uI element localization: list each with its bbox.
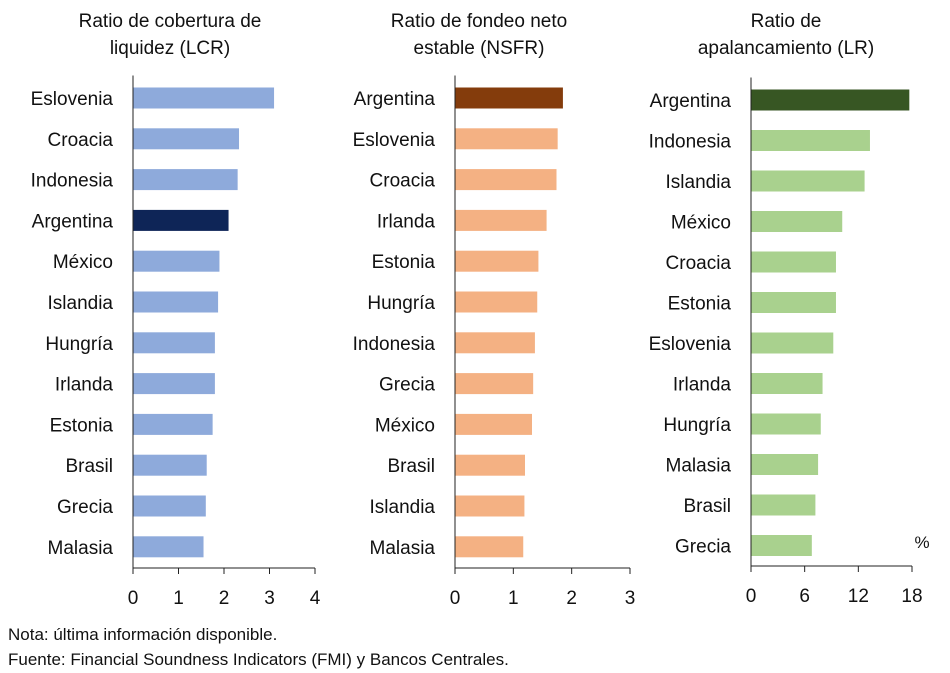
category-label: Hungría <box>367 293 435 314</box>
chart-title-line: apalancamiento (LR) <box>698 38 874 59</box>
category-label: Eslovenia <box>31 89 114 110</box>
footnotes: Nota: última información disponible. Fue… <box>8 622 509 672</box>
category-label: Irlanda <box>55 375 114 396</box>
bar-irlanda <box>751 373 823 394</box>
chart-title-line: Ratio de <box>751 11 822 32</box>
x-tick-label: 4 <box>310 588 321 609</box>
bar-malasia <box>455 536 524 558</box>
category-label: Irlanda <box>377 211 436 232</box>
category-label: Croacia <box>666 253 732 274</box>
source-text: Fuente: Financial Soundness Indicators (… <box>8 650 509 669</box>
bar-mexico <box>133 250 220 272</box>
category-label: Croacia <box>48 130 114 151</box>
category-label: Argentina <box>650 91 732 112</box>
category-label: Indonesia <box>649 132 732 153</box>
chart-title-line: estable (NSFR) <box>414 38 545 59</box>
category-label: México <box>375 415 435 436</box>
x-tick-label: 2 <box>566 588 577 609</box>
category-label: Estonia <box>50 415 114 436</box>
bar-islandia <box>751 170 865 192</box>
x-tick-label: 2 <box>219 588 230 609</box>
bar-islandia <box>455 495 525 517</box>
category-label: Hungría <box>45 334 113 355</box>
bar-croacia <box>455 169 557 191</box>
bar-eslovenia <box>751 332 834 354</box>
bar-hungria <box>751 413 821 435</box>
bar-eslovenia <box>133 87 275 109</box>
category-label: Irlanda <box>673 375 732 396</box>
category-label: Hungría <box>663 415 731 436</box>
category-label: Estonia <box>668 294 732 315</box>
bar-irlanda <box>133 373 215 395</box>
category-label: Brasil <box>387 456 435 477</box>
x-tick-label: 0 <box>746 586 757 607</box>
bar-croacia <box>133 128 240 150</box>
bar-malasia <box>751 454 819 475</box>
chart-title-line: Ratio de fondeo neto <box>391 11 567 32</box>
x-tick-label: 3 <box>264 588 275 609</box>
bar-islandia <box>133 291 219 313</box>
bar-argentina <box>455 87 563 109</box>
category-label: Eslovenia <box>649 334 732 355</box>
category-label: Grecia <box>379 375 435 396</box>
category-label: Brasil <box>683 496 731 517</box>
unit-label: % <box>914 533 929 552</box>
x-tick-label: 1 <box>173 588 184 609</box>
bar-grecia <box>133 495 206 517</box>
category-label: Argentina <box>354 89 436 110</box>
bar-eslovenia <box>455 128 558 150</box>
bar-hungria <box>133 332 215 354</box>
bar-malasia <box>133 536 204 558</box>
category-label: Indonesia <box>31 171 114 192</box>
bar-grecia <box>455 373 534 395</box>
category-label: Malasia <box>370 538 436 559</box>
chart-title-line: liquidez (LCR) <box>110 38 230 59</box>
bar-estonia <box>133 413 213 435</box>
bar-indonesia <box>133 169 238 191</box>
category-label: Grecia <box>57 497 113 518</box>
bar-hungria <box>455 291 538 313</box>
x-tick-label: 6 <box>799 586 810 607</box>
category-label: México <box>671 213 731 234</box>
bar-brasil <box>455 454 525 476</box>
bar-estonia <box>751 292 836 313</box>
category-label: Argentina <box>32 211 114 232</box>
bar-argentina <box>751 89 910 111</box>
bar-mexico <box>751 211 843 232</box>
note-text: Nota: última información disponible. <box>8 625 278 644</box>
category-label: México <box>53 252 113 273</box>
chart-panel-2: Ratio de fondeo neto estable (NSFR) Argent… <box>353 11 636 609</box>
category-label: Islandia <box>48 293 114 314</box>
bar-indonesia <box>455 332 535 354</box>
x-tick-label: 18 <box>901 586 922 607</box>
category-label: Indonesia <box>353 334 436 355</box>
category-label: Estonia <box>372 252 436 273</box>
bar-estonia <box>455 250 539 272</box>
bar-brasil <box>133 454 207 476</box>
category-label: Islandia <box>370 497 436 518</box>
category-label: Eslovenia <box>353 130 436 151</box>
category-label: Croacia <box>370 171 436 192</box>
x-tick-label: 12 <box>848 586 869 607</box>
charts-canvas: Ratio de cobertura de liquidez (LCR) Eslov… <box>31 11 930 609</box>
x-tick-label: 0 <box>450 588 461 609</box>
bar-argentina <box>133 209 229 231</box>
x-tick-label: 3 <box>625 588 636 609</box>
bar-mexico <box>455 413 532 435</box>
category-label: Brasil <box>65 456 113 477</box>
chart-panel-3: Ratio de apalancamiento (LR) Argentina Indo… <box>649 11 930 607</box>
chart-panel-1: Ratio de cobertura de liquidez (LCR) Eslov… <box>31 11 321 609</box>
bar-croacia <box>751 251 836 273</box>
x-tick-label: 1 <box>508 588 519 609</box>
chart-title-line: Ratio de cobertura de <box>79 11 262 32</box>
category-label: Malasia <box>666 456 732 477</box>
category-label: Malasia <box>48 538 114 559</box>
bar-brasil <box>751 494 816 516</box>
category-label: Grecia <box>675 537 731 558</box>
bar-grecia <box>751 535 812 556</box>
x-tick-label: 0 <box>128 588 139 609</box>
bar-irlanda <box>455 209 547 231</box>
category-label: Islandia <box>666 172 732 193</box>
bar-indonesia <box>751 130 870 151</box>
